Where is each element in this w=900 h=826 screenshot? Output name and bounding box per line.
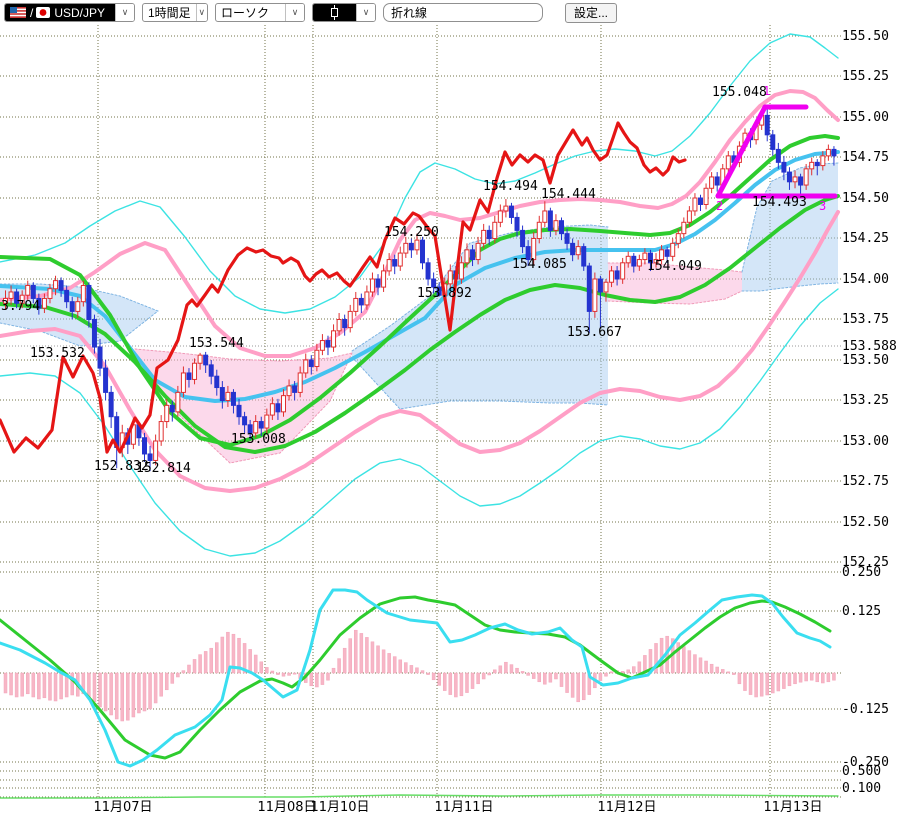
macd-axis-label: 0.500 <box>842 764 881 779</box>
swing-price-label: 153.667 <box>567 325 622 340</box>
overlay-lines <box>0 33 840 557</box>
drawing-point-label: 1 <box>763 84 770 98</box>
y-axis-label: 154.75 <box>842 150 889 165</box>
macd-axis-label: -0.125 <box>842 702 889 717</box>
symbol-select[interactable]: / USD/JPY ∨ <box>4 3 135 22</box>
y-axis-label: 152.75 <box>842 474 889 489</box>
x-axis-date-label: 11月11日 <box>434 800 493 815</box>
overlay-type-label: 折れ線 <box>391 6 428 20</box>
y-axis-label: 152.50 <box>842 515 889 530</box>
y-axis-label: 153.50 <box>842 353 889 368</box>
swing-price-label: 152.832 <box>94 459 149 474</box>
swing-price-label: 154.085 <box>512 257 567 272</box>
y-axis-label: 152.25 <box>842 555 889 570</box>
timeframe-label: 1時間足 <box>148 6 191 20</box>
chart-type-select[interactable]: ローソク ∨ <box>215 3 305 22</box>
chevron-down-icon: ∨ <box>356 4 375 21</box>
swing-price-label: 3.794 <box>1 299 40 314</box>
x-axis-date-label: 11月13日 <box>763 800 822 815</box>
x-axis-date-label: 11月08日 <box>257 800 316 815</box>
toolbar: / USD/JPY ∨ 1時間足 ∨ ローソク ∨ ∨ 折れ線 設定... <box>0 0 900 25</box>
timeframe-select[interactable]: 1時間足 ∨ <box>142 3 208 22</box>
swing-price-label: 152.814 <box>136 461 191 476</box>
jp-flag-icon <box>36 7 51 18</box>
y-axis-label: 153.588 <box>842 339 897 354</box>
chevron-down-icon: ∨ <box>285 4 304 21</box>
chevron-down-icon: ∨ <box>195 4 207 21</box>
settings-button[interactable]: 設定... <box>565 2 618 23</box>
swing-price-label: 153.532 <box>30 346 85 361</box>
candle-style-select[interactable]: ∨ <box>312 3 376 22</box>
x-axis-date-label: 11月10日 <box>310 800 369 815</box>
macd-axis-label: 0.100 <box>842 781 881 796</box>
macd-axis-label: 0.250 <box>842 565 881 580</box>
y-axis-labels: 155.50 155.25 155.00 154.75 154.50 154.25 154.… <box>842 29 897 796</box>
y-axis-label: 155.25 <box>842 69 889 84</box>
swing-price-label: 154.049 <box>647 259 702 274</box>
swing-price-label: 154.444 <box>541 187 596 202</box>
macd-axis-label: -0.250 <box>842 755 889 770</box>
swing-price-label: 154.250 <box>384 225 439 240</box>
swing-price-label: 153.892 <box>417 286 472 301</box>
x-axis-date-label: 11月07日 <box>93 800 152 815</box>
red-overlay-line <box>0 121 687 454</box>
swing-price-label: 155.048 <box>712 85 767 100</box>
us-flag-icon <box>10 7 26 18</box>
chevron-down-icon: ∨ <box>115 4 134 21</box>
flag-separator: / <box>30 5 34 20</box>
y-axis-label: 154.25 <box>842 231 889 246</box>
symbol-label: USD/JPY <box>54 5 106 20</box>
drawing-point-label: 2 <box>716 199 723 213</box>
swing-price-label: 154.494 <box>483 179 538 194</box>
chart-canvas[interactable]: 1 2 3 3.794 153.532 152.832 152.814 153.544 153.… <box>0 25 900 821</box>
y-axis-label: 153.00 <box>842 434 889 449</box>
swing-price-label: 154.493 <box>752 195 807 210</box>
y-axis-label: 154.50 <box>842 191 889 206</box>
x-axis-date-label: 11月12日 <box>597 800 656 815</box>
overlay-type-field[interactable]: 折れ線 <box>383 3 543 22</box>
y-axis-label: 155.50 <box>842 29 889 44</box>
chart-type-label: ローソク <box>221 6 270 20</box>
y-axis-label: 153.75 <box>842 312 889 327</box>
y-axis-label: 154.00 <box>842 272 889 287</box>
swing-price-label: 153.544 <box>189 336 244 351</box>
macd-axis-label: 0.125 <box>842 604 881 619</box>
macd-panel <box>0 588 839 799</box>
swing-price-label: 153.008 <box>231 432 286 447</box>
y-axis-label: 153.25 <box>842 393 889 408</box>
trendline-drawing: 1 2 3 <box>715 84 838 213</box>
candle-icon <box>313 4 356 21</box>
y-axis-label: 155.00 <box>842 110 889 125</box>
candlesticks <box>3 109 837 472</box>
drawing-point-label: 3 <box>819 199 826 213</box>
